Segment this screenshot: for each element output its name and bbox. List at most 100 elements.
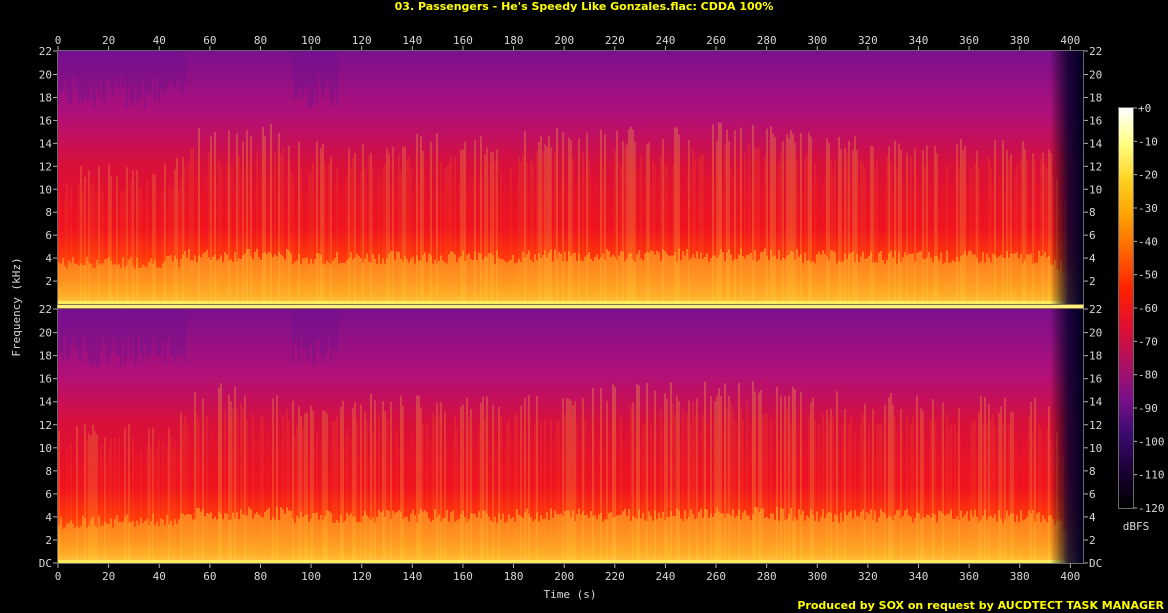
spectrogram-low-band: [248, 248, 250, 304]
spectrogram-column: [104, 437, 106, 563]
spectrogram-low-band: [860, 511, 862, 563]
spectrogram-low-band: [74, 263, 76, 304]
spectrogram-column: [776, 386, 778, 563]
spectrogram-low-band: [116, 514, 118, 563]
spectrogram-high-cap: [110, 309, 112, 353]
spectrogram-low-band: [126, 514, 128, 563]
spectrogram-column: [984, 397, 986, 563]
spectrogram-column: [418, 395, 420, 563]
spectrogram-column: [666, 163, 668, 304]
spectrogram-low-band: [84, 518, 86, 563]
spectrogram-high-cap: [318, 309, 320, 342]
spectrogram-column: [1006, 150, 1008, 304]
spectrogram-low-band: [756, 507, 758, 563]
spectrogram-column: [378, 170, 380, 304]
spectrogram-low-band: [884, 513, 886, 563]
spectrogram-low-band: [840, 512, 842, 563]
spectrogram-high-cap: [96, 51, 98, 87]
spectrogram-column: [322, 143, 324, 304]
spectrogram-low-band: [154, 525, 156, 563]
x-tick-label-bottom: 200: [554, 570, 574, 583]
spectrogram-column: [474, 446, 476, 563]
spectrogram-low-band: [626, 516, 628, 563]
spectrogram-column: [742, 419, 744, 563]
spectrogram-column: [250, 449, 252, 563]
spectrogram-column: [84, 176, 86, 304]
spectrogram-column: [938, 450, 940, 563]
spectrogram-column: [850, 181, 852, 304]
spectrogram-low-band: [240, 509, 242, 563]
spectrogram-column: [818, 197, 820, 304]
spectrogram-column: [794, 389, 796, 563]
spectrogram-column: [130, 179, 132, 304]
spectrogram-column: [594, 436, 596, 563]
spectrogram-low-band: [920, 251, 922, 304]
spectrogram-low-band: [104, 522, 106, 563]
spectrogram-low-band: [384, 516, 386, 563]
spectrogram-low-band: [472, 513, 474, 563]
spectrogram-low-band: [196, 262, 198, 304]
y-tick-label-left: 22: [39, 303, 52, 316]
spectrogram-low-band: [714, 513, 716, 563]
spectrogram-low-band: [1046, 522, 1048, 563]
spectrogram-low-band: [466, 522, 468, 563]
spectrogram-low-band: [216, 519, 218, 563]
spectrogram-low-band: [202, 509, 204, 563]
spectrogram-low-band: [836, 515, 838, 563]
spectrogram-column: [488, 181, 490, 304]
spectrogram-column: [986, 186, 988, 304]
spectrogram-high-cap: [72, 309, 74, 343]
spectrogram-column: [248, 165, 250, 304]
spectrogram-column: [234, 184, 236, 304]
spectrogram-high-cap: [302, 51, 304, 99]
spectrogram-column: [198, 128, 200, 304]
spectrogram-low-band: [958, 261, 960, 304]
spectrogram-high-cap: [292, 51, 294, 79]
spectrogram-low-band: [190, 514, 192, 563]
spectrogram-low-band: [948, 262, 950, 304]
spectrogram-low-band: [886, 260, 888, 304]
spectrogram-high-cap: [324, 309, 326, 356]
spectrogram-column: [604, 134, 606, 304]
spectrogram-low-band: [522, 517, 524, 563]
spectrogram-column: [530, 438, 532, 563]
spectrogram-column: [954, 425, 956, 563]
spectrogram-low-band: [1046, 257, 1048, 304]
spectrogram-high-cap: [158, 309, 160, 356]
spectrogram-column: [762, 183, 764, 304]
spectrogram-column: [76, 425, 78, 563]
spectrogram-low-band: [926, 514, 928, 563]
spectrogram-low-band: [394, 259, 396, 304]
spectrogram-column: [254, 183, 256, 304]
spectrogram-low-band: [264, 511, 266, 563]
spectrogram-column: [498, 406, 500, 563]
spectrogram-column: [576, 184, 578, 304]
spectrogram-column: [588, 432, 590, 563]
spectrogram-column: [276, 183, 278, 304]
spectrogram-high-cap: [184, 51, 186, 85]
spectrogram-column: [182, 157, 184, 304]
spectrogram-column: [870, 450, 872, 563]
spectrogram-low-band: [204, 516, 206, 563]
spectrogram-low-band: [76, 526, 78, 563]
spectrogram-column: [760, 390, 762, 563]
spectrogram-high-cap: [330, 51, 332, 101]
spectrogram-low-band: [754, 250, 756, 304]
spectrogram-column: [328, 163, 330, 304]
spectrogram-low-band: [78, 265, 80, 304]
spectrogram-high-cap: [332, 309, 334, 349]
spectrogram-column: [594, 182, 596, 304]
spectrogram-column: [876, 159, 878, 304]
spectrogram-column: [902, 436, 904, 563]
spectrogram-low-band: [370, 262, 372, 304]
spectrogram-column: [394, 184, 396, 304]
y-tick-label-right: 22: [1089, 45, 1102, 58]
spectrogram-column: [172, 189, 174, 304]
spectrogram-column: [658, 173, 660, 304]
colorbar-tick-label: -60: [1138, 302, 1158, 315]
spectrogram-column: [110, 438, 112, 563]
spectrogram-low-band: [94, 268, 96, 304]
spectrogram-high-cap: [130, 51, 132, 102]
spectrogram-low-band: [478, 252, 480, 304]
spectrogram-column: [650, 423, 652, 563]
